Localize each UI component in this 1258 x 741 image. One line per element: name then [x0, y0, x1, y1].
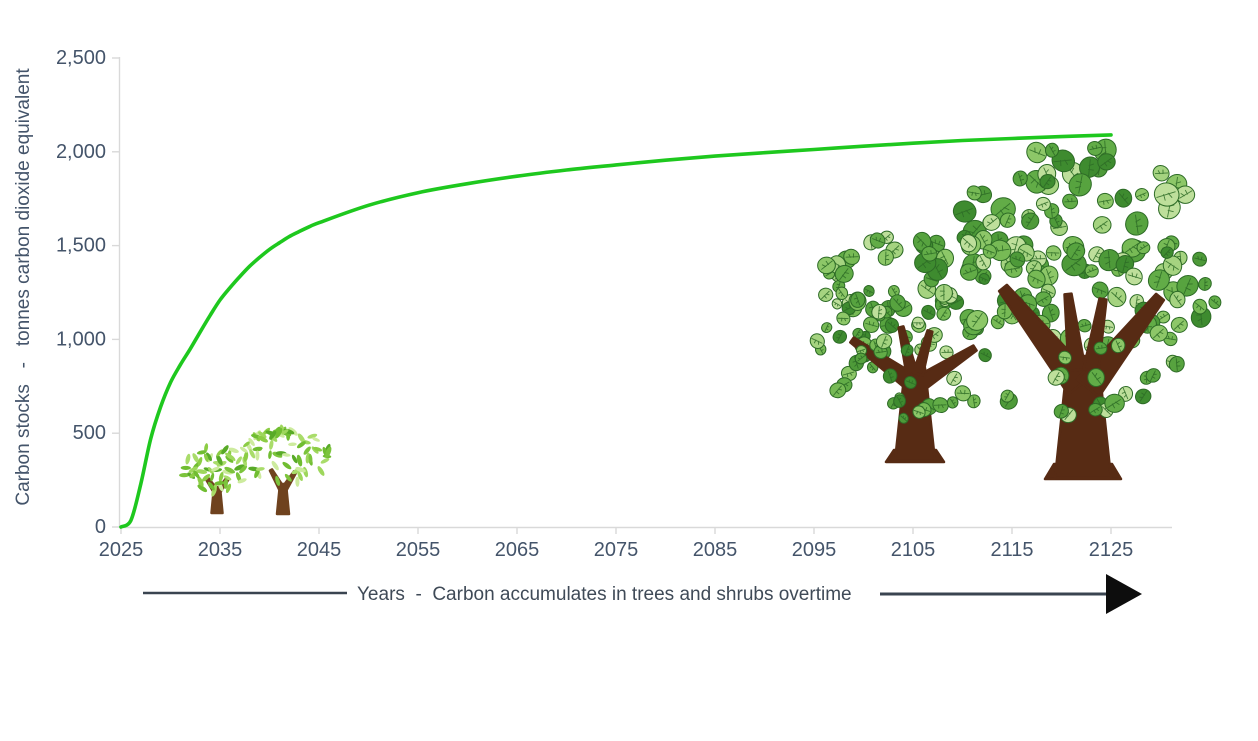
tree-illustrations [178, 138, 1222, 516]
x-tick-label: 2095 [792, 539, 837, 561]
x-axis-caption-text: Years - Carbon accumulates in trees and … [357, 584, 852, 605]
large-tree-canopy-front [999, 324, 1185, 424]
carbon-stocks-series [119, 133, 1113, 529]
large-tree-trunk [997, 283, 1166, 481]
large-trees-illustration [809, 138, 1222, 481]
medium-tree-canopy-front [829, 333, 981, 424]
y-tick-label: 1,500 [56, 235, 106, 257]
x-tick-label: 2065 [495, 539, 540, 561]
x-tick-label: 2115 [990, 539, 1033, 561]
large-tree-canopy [914, 138, 1222, 360]
x-tick-label: 2045 [297, 539, 342, 561]
x-tick-label: 2105 [891, 539, 936, 561]
y-tick-label: 2,000 [56, 141, 106, 163]
axes: 2025 2035 2045 2055 2065 2075 2085 2095 2105 2115… [56, 47, 1172, 561]
x-tick-label: 2075 [594, 539, 639, 561]
caption-arrowhead-icon [1106, 574, 1142, 614]
x-tick-label: 2025 [99, 539, 144, 561]
x-tick-label: 2085 [693, 539, 738, 561]
small-tree-trunk [268, 468, 298, 516]
x-axis-caption: Years - Carbon accumulates in trees and … [143, 574, 1142, 614]
y-tick-label: 0 [95, 516, 106, 538]
small-trees-illustration [178, 424, 332, 516]
small-tree-canopy [178, 424, 332, 497]
y-tick-label: 2,500 [56, 47, 106, 69]
y-tick-label: 500 [73, 422, 106, 444]
x-tick-label: 2125 [1089, 539, 1134, 561]
x-tick-label: 2055 [396, 539, 441, 561]
y-tick-label: 1,000 [56, 328, 106, 350]
x-tick-label: 2035 [198, 539, 243, 561]
y-axis-title: Carbon stocks - tonnes carbon dioxide eq… [13, 68, 34, 506]
carbon-stocks-curve [119, 133, 1113, 529]
